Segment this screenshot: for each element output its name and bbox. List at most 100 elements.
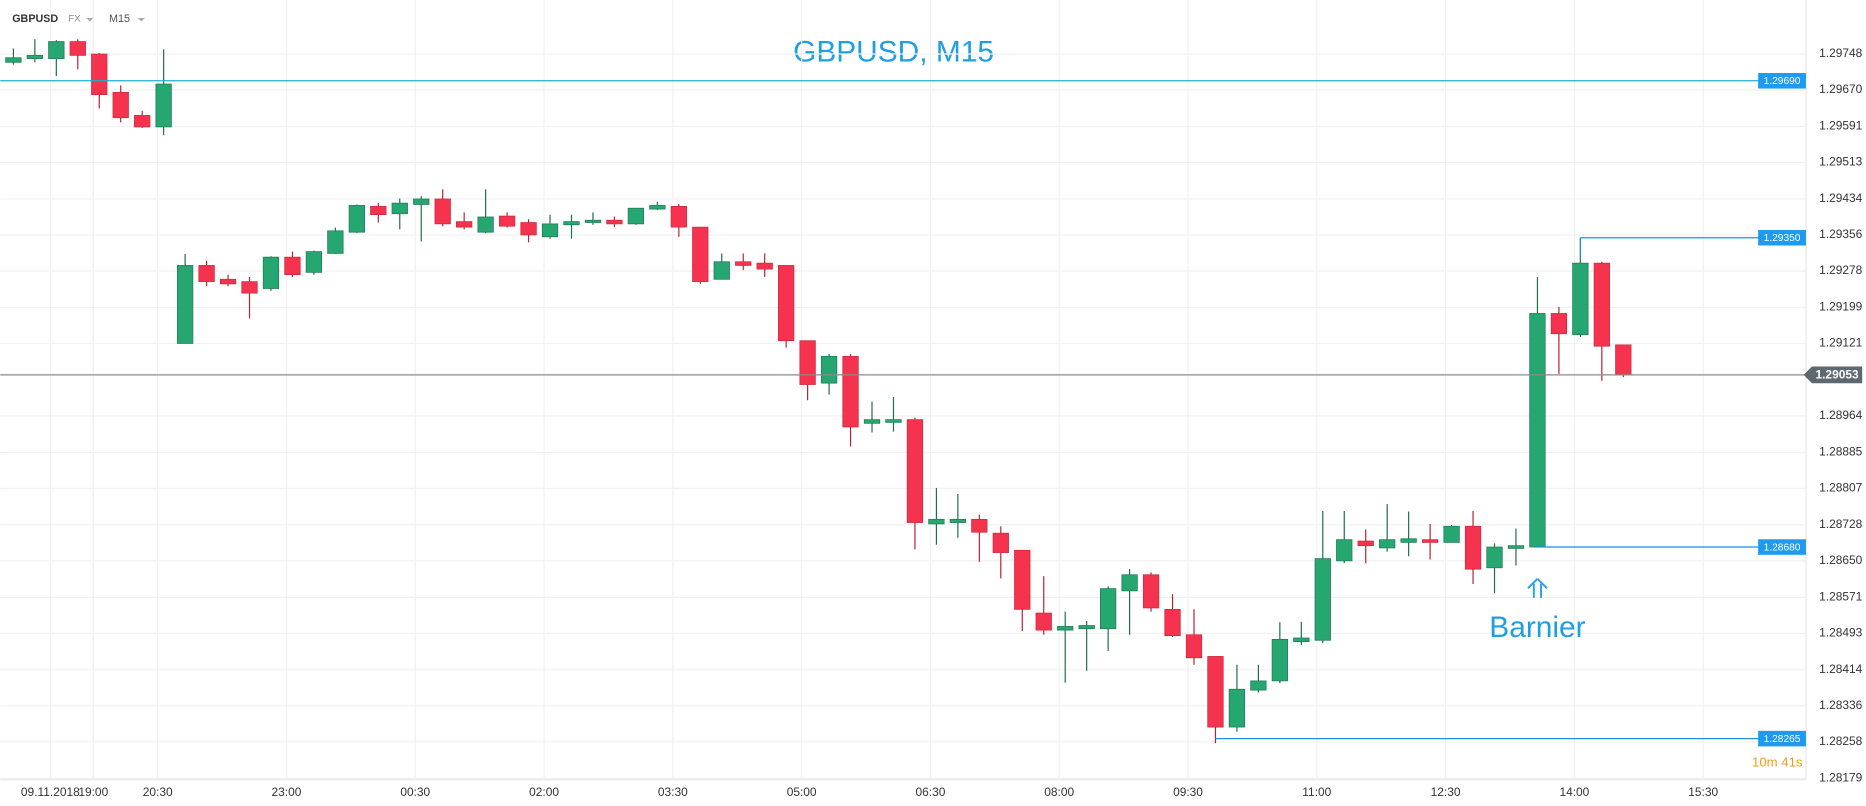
candle-body xyxy=(1336,539,1353,562)
grid xyxy=(0,0,1806,780)
candle-body xyxy=(434,198,451,225)
candle-body xyxy=(134,115,151,128)
candle-body xyxy=(91,53,108,95)
symbol[interactable]: GBPUSD xyxy=(12,13,58,25)
candle-body xyxy=(284,256,301,276)
level-label: 1.28265 xyxy=(1764,734,1801,745)
x-tick-label: 08:00 xyxy=(1044,785,1074,799)
candle-body xyxy=(1035,612,1052,631)
annotation-arrow xyxy=(1527,578,1548,598)
y-tick-label: 1.29670 xyxy=(1819,82,1863,96)
candle-body xyxy=(778,265,795,342)
level-label-box xyxy=(1758,73,1806,89)
candle-body xyxy=(391,202,408,215)
candle-body xyxy=(885,419,902,423)
annotation: Barnier xyxy=(1489,611,1585,644)
candle-body xyxy=(735,261,752,266)
y-tick-label: 1.28807 xyxy=(1819,481,1863,495)
candle-body xyxy=(563,221,580,226)
candle-body xyxy=(670,205,687,228)
candle-body xyxy=(649,205,666,210)
candle-body xyxy=(606,219,623,225)
candle-body xyxy=(520,222,537,236)
candle-body xyxy=(370,205,387,216)
candle-body xyxy=(48,41,65,59)
candle-body xyxy=(992,532,1009,553)
x-tick-label: 09:30 xyxy=(1173,785,1203,799)
candle-body xyxy=(1271,638,1288,682)
x-tick-label: 12:30 xyxy=(1431,785,1461,799)
candle-body xyxy=(1228,688,1246,728)
candle-body xyxy=(1293,637,1310,643)
candle-body xyxy=(1121,574,1138,592)
candle-body xyxy=(1464,525,1482,570)
last-price-label: 1.29053 xyxy=(1815,368,1859,382)
x-tick-label: 19:00 xyxy=(78,785,108,799)
y-tick-label: 1.28728 xyxy=(1819,517,1863,531)
dropdown-icon[interactable] xyxy=(86,17,94,22)
y-tick-label: 1.28258 xyxy=(1819,734,1863,748)
chart-title: GBPUSD, M15 xyxy=(793,36,994,69)
candle-body xyxy=(1550,313,1568,335)
market[interactable]: FX xyxy=(68,14,81,25)
x-tick-label: 23:00 xyxy=(272,785,302,799)
y-tick-label: 1.28179 xyxy=(1819,770,1863,784)
candle-body xyxy=(906,419,924,523)
candle-body xyxy=(541,223,559,238)
candle-body xyxy=(348,205,365,233)
candle-body xyxy=(155,83,172,128)
candle-body xyxy=(971,518,988,533)
y-tick-label: 1.29199 xyxy=(1819,300,1863,314)
candle-body xyxy=(1486,546,1503,569)
y-tick-label: 1.28964 xyxy=(1819,408,1863,422)
y-tick-label: 1.29591 xyxy=(1819,119,1863,133)
candle-body xyxy=(1314,558,1331,641)
y-tick-label: 1.28493 xyxy=(1819,626,1863,640)
y-tick-label: 1.29121 xyxy=(1819,336,1863,350)
y-tick-label: 1.28885 xyxy=(1819,445,1863,459)
candle-body xyxy=(756,262,773,270)
candle-body xyxy=(327,230,344,254)
candle-body xyxy=(799,340,816,385)
candle-body xyxy=(456,221,473,228)
candle-body xyxy=(413,198,430,205)
candle-body xyxy=(176,265,194,344)
candle-body xyxy=(305,251,323,273)
candle-body xyxy=(198,265,215,282)
level-label-box xyxy=(1758,539,1806,555)
candle-body xyxy=(1615,344,1632,376)
y-tick-label: 1.29513 xyxy=(1819,155,1863,169)
x-tick-label: 06:30 xyxy=(915,785,945,799)
candle-body xyxy=(241,281,258,294)
timeframe[interactable]: M15 xyxy=(109,13,130,25)
candle-body xyxy=(627,207,645,225)
candle-body xyxy=(1593,262,1610,347)
candle-body xyxy=(1379,539,1396,549)
dropdown-icon[interactable] xyxy=(137,17,145,22)
last-price-box xyxy=(1803,366,1863,384)
candle-body xyxy=(1443,525,1460,543)
candle-body xyxy=(1421,539,1439,543)
candle-body xyxy=(1572,262,1589,336)
candle-body xyxy=(1078,625,1095,630)
candle-body xyxy=(1529,313,1546,548)
y-tick-label: 1.28414 xyxy=(1819,662,1863,676)
candle-body xyxy=(1185,634,1203,659)
y-tick-label: 1.29278 xyxy=(1819,263,1863,277)
candle-body xyxy=(1099,588,1117,630)
x-tick-label: 02:00 xyxy=(529,785,559,799)
candle-body xyxy=(1164,608,1181,637)
x-tick-label: 03:30 xyxy=(658,785,688,799)
y-tick-label: 1.29356 xyxy=(1819,227,1863,241)
x-tick-label: 11:00 xyxy=(1302,785,1331,799)
candle-body xyxy=(112,91,129,119)
y-tick-label: 1.29748 xyxy=(1819,46,1863,60)
candle-body xyxy=(1142,574,1160,609)
candle-body xyxy=(69,41,86,56)
x-tick-label: 00:30 xyxy=(400,785,430,799)
candle-body xyxy=(820,356,838,384)
candle-body xyxy=(863,419,881,424)
candle-body xyxy=(477,216,494,233)
